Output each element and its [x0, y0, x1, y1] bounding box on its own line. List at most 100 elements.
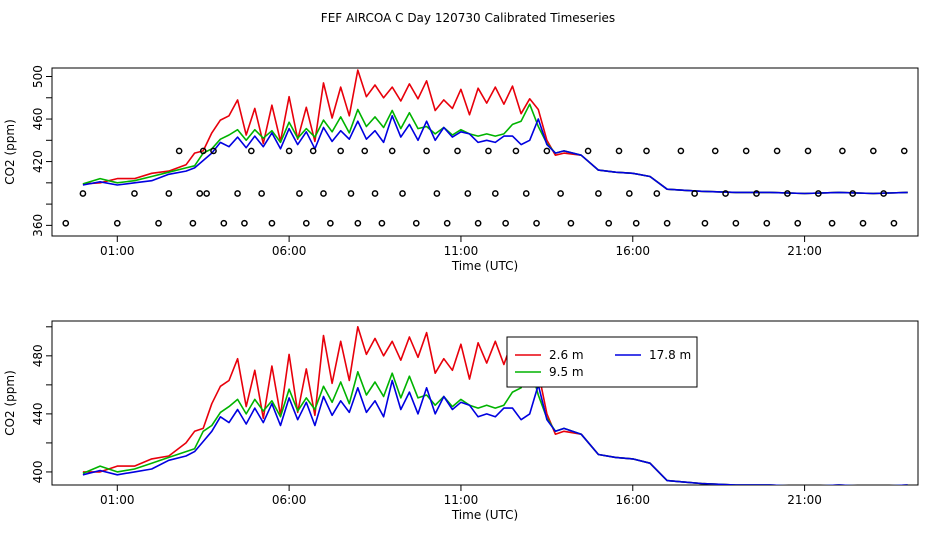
annotation-marker — [663, 219, 671, 227]
annotation-marker — [464, 190, 472, 197]
series-line-9-5-m — [82, 103, 908, 195]
annotation-marker — [900, 147, 908, 155]
annotation-marker — [890, 219, 898, 227]
annotation-marker — [533, 219, 540, 227]
annotation-marker — [677, 147, 685, 155]
annotation-marker — [241, 219, 248, 227]
annotation-marker — [595, 190, 602, 197]
annotation-marker — [869, 147, 877, 155]
annotation-marker — [722, 190, 729, 197]
annotation-marker — [804, 147, 812, 155]
annotation-marker — [234, 190, 241, 197]
annotation-marker — [371, 190, 379, 197]
annotation-marker — [62, 219, 70, 227]
annotation-marker — [474, 219, 482, 227]
annotation-marker — [625, 190, 633, 197]
annotation-marker — [443, 219, 451, 227]
annotation-marker — [165, 190, 173, 197]
annotation-marker — [814, 190, 822, 197]
annotation-marker — [79, 190, 87, 197]
annotation-marker — [742, 147, 750, 155]
annotation-marker — [512, 147, 520, 155]
x-tick-label: 21:00 — [787, 493, 822, 507]
annotation-marker — [880, 190, 887, 197]
x-tick-label: 06:00 — [272, 493, 307, 507]
series-line-9-5-m — [82, 363, 908, 485]
legend-entry: 9.5 m — [549, 365, 584, 379]
annotation-marker — [378, 219, 386, 227]
annotation-marker — [388, 147, 396, 155]
annotation-marker — [247, 147, 255, 155]
annotation-marker — [196, 190, 204, 197]
annotation-marker — [175, 147, 183, 155]
y-tick-label: 440 — [31, 402, 45, 425]
annotation-marker — [839, 147, 846, 155]
annotation-marker — [773, 147, 781, 155]
annotation-marker — [522, 190, 530, 197]
y-tick-label: 480 — [31, 344, 45, 367]
y-axis-label: CO2 (ppm) — [3, 370, 17, 436]
series-line-17-8-m — [82, 115, 908, 195]
annotation-marker — [220, 219, 228, 227]
annotation-marker — [285, 147, 293, 155]
annotation-marker — [859, 219, 867, 227]
data-layer — [82, 325, 908, 485]
x-tick-label: 11:00 — [444, 244, 479, 258]
annotation-marker — [557, 190, 564, 197]
annotation-marker — [423, 147, 430, 155]
annotation-marker — [268, 219, 276, 227]
annotation-marker — [653, 190, 661, 197]
annotation-marker — [302, 219, 310, 227]
annotation-marker — [691, 190, 698, 197]
annotation-marker — [828, 219, 836, 227]
x-tick-label: 01:00 — [100, 493, 135, 507]
bottom-panel: 01:00 06:00 11:00 16:00 21:00 400 440 480 Time (… — [3, 320, 919, 522]
plot-frame — [51, 320, 919, 486]
annotation-marker — [491, 190, 499, 197]
annotation-marker — [131, 190, 138, 197]
y-tick-label: 400 — [31, 460, 45, 483]
x-axis-label: Time (UTC) — [451, 259, 518, 273]
legend-entry: 2.6 m — [549, 348, 584, 362]
annotation-marker — [155, 219, 162, 227]
x-tick-label: 11:00 — [444, 493, 479, 507]
y-axis-label: CO2 (ppm) — [3, 119, 17, 185]
y-tick-label: 500 — [31, 65, 45, 88]
annotation-marker — [258, 190, 265, 197]
annotation-marker — [199, 147, 207, 155]
y-tick-label: 420 — [31, 150, 45, 173]
x-tick-label: 01:00 — [100, 244, 135, 258]
annotation-marker — [784, 190, 791, 197]
annotation-marker — [849, 190, 857, 197]
top-panel: 01:00 06:00 11:00 16:00 21:00 360 420 460 500 Tim… — [3, 65, 919, 273]
x-tick-label: 21:00 — [787, 244, 822, 258]
y-tick-label: 360 — [31, 214, 45, 237]
y-tick-label: 460 — [31, 108, 45, 131]
legend: 2.6 m 17.8 m 9.5 m — [506, 336, 698, 388]
annotation-marker — [433, 190, 441, 197]
annotation-marker — [412, 219, 420, 227]
annotation-marker — [615, 147, 623, 155]
annotation-marker — [543, 147, 551, 155]
annotation-marker — [320, 190, 327, 197]
x-tick-label: 16:00 — [615, 493, 650, 507]
data-layer — [82, 69, 908, 195]
annotation-marker — [701, 219, 709, 227]
annotation-marker — [794, 219, 802, 227]
annotation-marker — [732, 219, 740, 227]
annotation-marker — [361, 147, 369, 155]
series-line-17-8-m — [82, 379, 908, 485]
annotation-marker — [584, 147, 592, 155]
annotation-marker — [210, 147, 217, 155]
x-axis-label: Time (UTC) — [451, 508, 518, 522]
annotation-marker — [753, 190, 760, 197]
annotation-marker — [632, 219, 640, 227]
annotation-marker — [354, 219, 362, 227]
annotation-marker — [711, 147, 719, 155]
annotation-marker — [485, 147, 492, 155]
annotation-marker — [347, 190, 355, 197]
x-tick-label: 06:00 — [272, 244, 307, 258]
annotation-marker — [399, 190, 406, 197]
legend-entry: 17.8 m — [649, 348, 691, 362]
